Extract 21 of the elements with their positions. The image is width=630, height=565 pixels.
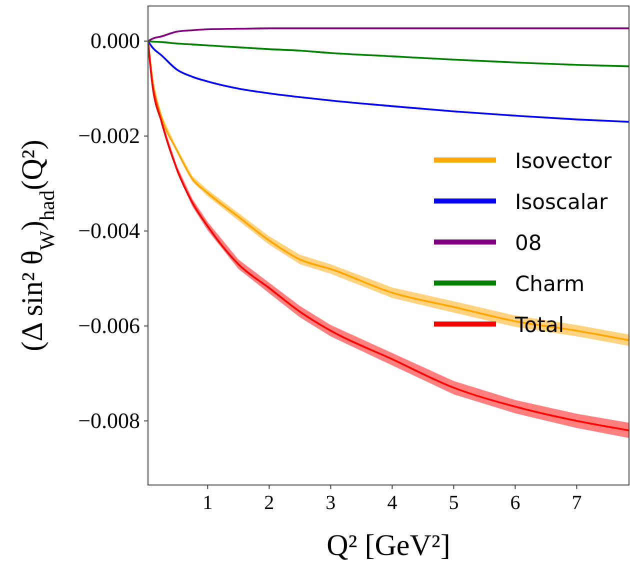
x-tick-label: 5 — [448, 492, 459, 514]
x-axis-title: Q² [GeV²] — [326, 529, 450, 562]
y-tick-label: −0.002 — [78, 123, 140, 148]
x-tick-label: 6 — [510, 492, 520, 514]
legend-label: Total — [514, 313, 564, 337]
y-tick-label: 0.000 — [90, 28, 140, 54]
legend-label: Isovector — [515, 149, 612, 173]
x-tick-label: 2 — [264, 492, 274, 514]
legend-label: 08 — [515, 231, 542, 255]
y-tick-label: −0.004 — [78, 218, 140, 244]
x-tick-label: 4 — [387, 492, 398, 514]
y-tick-label: −0.006 — [78, 312, 140, 338]
x-tick-label: 1 — [202, 492, 213, 514]
legend-label: Isoscalar — [515, 190, 608, 214]
y-tick-label: −0.008 — [78, 408, 140, 433]
x-tick-label: 3 — [326, 492, 336, 514]
legend-label: Charm — [515, 272, 585, 296]
line-series — [148, 40, 629, 123]
line-series — [148, 27, 629, 42]
line-series — [148, 40, 629, 68]
x-tick-label: 7 — [572, 492, 582, 514]
